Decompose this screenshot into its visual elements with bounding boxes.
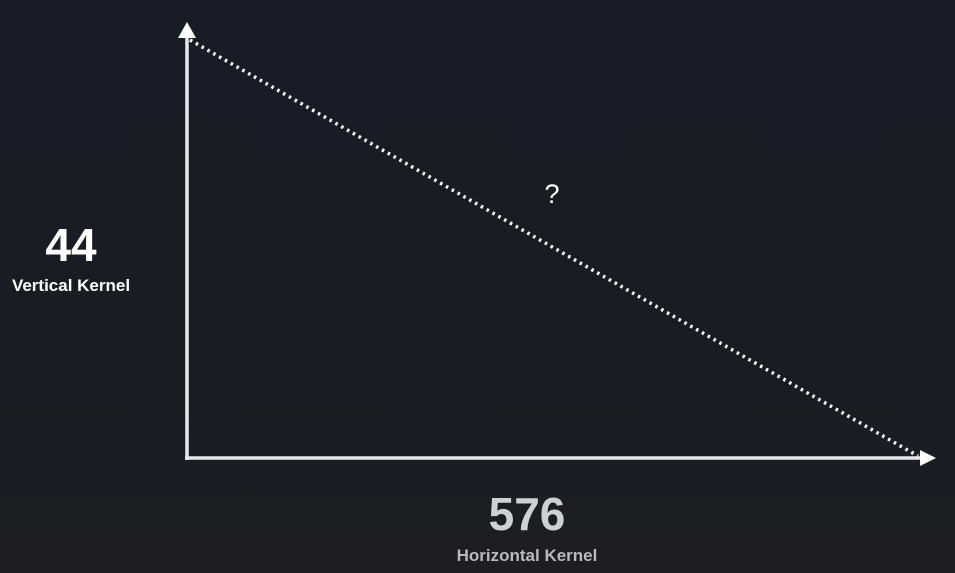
vertical-axis-arrowhead [178, 22, 196, 38]
horizontal-kernel-label: 576 Horizontal Kernel [427, 487, 627, 567]
hypotenuse-dotted-line [189, 38, 919, 458]
horizontal-axis-arrowhead [920, 450, 936, 466]
horizontal-kernel-value: 576 [488, 488, 566, 540]
vertical-kernel-value: 44 [45, 219, 97, 271]
vertical-kernel-caption: Vertical Kernel [11, 276, 131, 295]
vertical-kernel-label: 44 Vertical Kernel [0, 220, 142, 298]
hypotenuse-question-label: ? [544, 179, 560, 209]
horizontal-kernel-caption: Horizontal Kernel [456, 546, 598, 565]
